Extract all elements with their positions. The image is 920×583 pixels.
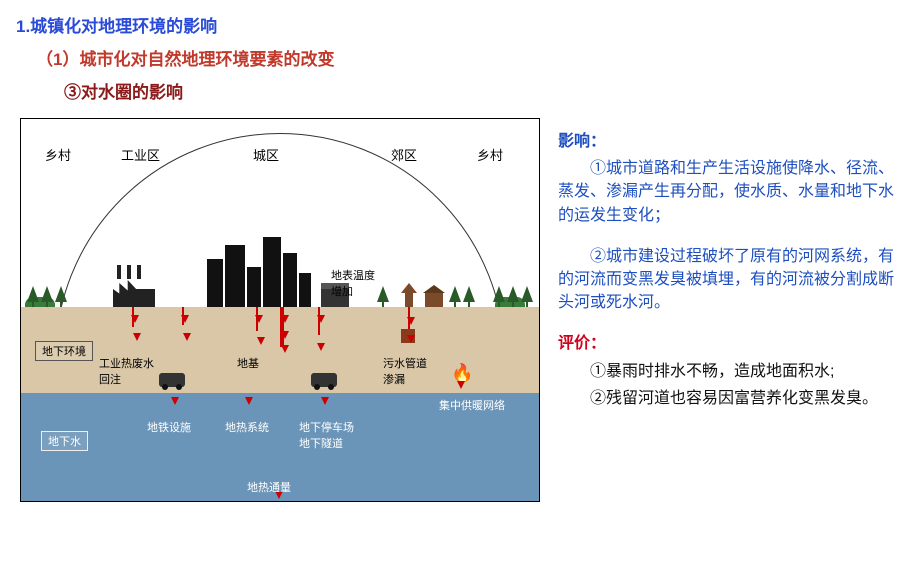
side-text-block: 影响： ①城市道路和生产生活设施使降水、径流、蒸发、渗漏产生再分配，使水质、水量… (558, 130, 908, 414)
label-subway: 地铁设施 (147, 419, 191, 435)
layer-groundwater: 地下水 (41, 431, 88, 451)
down-arrow-icon (281, 345, 289, 353)
eval-label: 评价： (558, 335, 606, 352)
windmill-icon (399, 279, 419, 307)
down-arrow-icon (407, 317, 415, 325)
label-sewage-leak: 污水管道 渗漏 (383, 355, 427, 387)
label-geothermal-sys: 地热系统 (225, 419, 269, 435)
chimney-icon (137, 265, 141, 279)
impact-item-1: ①城市道路和生产生活设施使降水、径流、蒸发、渗漏产生再分配，使水质、水量和地下水… (558, 157, 908, 227)
heading-level-2: （1）城市化对自然地理环境要素的改变 (0, 37, 920, 70)
house-icon (425, 293, 443, 307)
zone-urban: 城区 (253, 145, 279, 164)
tree-icon (27, 285, 39, 307)
layer-underground-env: 地下环境 (35, 341, 93, 361)
label-foundation: 地基 (237, 355, 259, 371)
chimney-icon (127, 265, 131, 279)
tree-icon (493, 285, 505, 307)
down-arrow-icon (245, 397, 253, 405)
tree-icon (41, 285, 53, 307)
tree-icon (521, 285, 533, 307)
down-arrow-icon (181, 315, 189, 323)
down-arrow-icon (183, 333, 191, 341)
label-surface-temp: 地表温度 增加 (331, 267, 375, 299)
car-icon (311, 373, 337, 387)
building-icon (299, 273, 311, 307)
zone-rural-right: 乡村 (477, 145, 503, 164)
label-heating-network: 集中供暖网络 (439, 397, 505, 413)
zone-suburb: 郊区 (391, 145, 417, 164)
heading-level-1: 1.城镇化对地理环境的影响 (0, 0, 920, 37)
down-arrow-icon (317, 315, 325, 323)
zone-industrial: 工业区 (121, 145, 160, 164)
label-hot-wastewater: 工业热废水 回注 (99, 355, 154, 387)
down-arrow-icon (317, 343, 325, 351)
subway-icon (159, 373, 185, 387)
label-geothermal-flux: 地热通量 (247, 479, 291, 495)
building-icon (263, 237, 281, 307)
heat-line (282, 307, 284, 347)
impact-item-2: ②城市建设过程破坏了原有的河网系统，有的河流而变黑发臭被填埋，有的河流被分割成断… (558, 245, 908, 315)
down-arrow-icon (407, 335, 415, 343)
factory-icon (113, 277, 155, 307)
tree-icon (463, 285, 475, 307)
down-arrow-icon (257, 337, 265, 345)
down-arrow-icon (321, 397, 329, 405)
tree-icon (449, 285, 461, 307)
surface-row (21, 247, 539, 307)
eval-item-2: ②残留河道也容易因富营养化变黑发臭。 (558, 387, 908, 410)
building-icon (225, 245, 245, 307)
hydrosphere-diagram: 乡村 工业区 城区 郊区 乡村 (20, 118, 540, 502)
down-arrow-icon (457, 381, 465, 389)
down-arrow-icon (281, 331, 289, 339)
tree-icon (507, 285, 519, 307)
label-underground-parking: 地下停车场 地下隧道 (299, 419, 354, 451)
impact-label: 影响： (558, 133, 606, 150)
chimney-icon (117, 265, 121, 279)
zone-rural-left: 乡村 (45, 145, 71, 164)
down-arrow-icon (255, 315, 263, 323)
building-icon (207, 259, 223, 307)
eval-item-1: ①暴雨时排水不畅，造成地面积水; (558, 360, 908, 383)
building-icon (247, 267, 261, 307)
heading-level-3: ③对水圈的影响 (0, 70, 920, 103)
down-arrow-icon (171, 397, 179, 405)
down-arrow-icon (131, 315, 139, 323)
tree-icon (55, 285, 67, 307)
down-arrow-icon (281, 315, 289, 323)
building-icon (283, 253, 297, 307)
tree-icon (377, 285, 389, 307)
down-arrow-icon (133, 333, 141, 341)
